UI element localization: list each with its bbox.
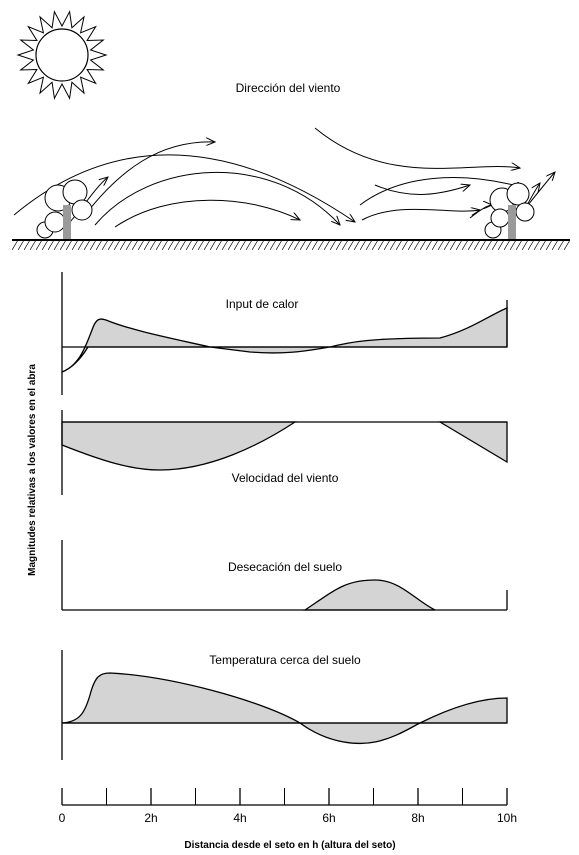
wind-direction-title: Dirección del viento (236, 81, 341, 95)
x-tick-label: 4h (233, 811, 246, 825)
panel-heat: Input de calor (61, 272, 508, 395)
hedge-left (36, 179, 93, 240)
sun (16, 10, 108, 100)
hedge-right (484, 182, 535, 240)
x-tick-label: 8h (411, 811, 424, 825)
x-tick-label: 2h (144, 811, 157, 825)
panel-label: Input de calor (226, 297, 299, 311)
panel-label: Desecación del suelo (228, 560, 342, 574)
x-tick-label: 6h (322, 811, 335, 825)
x-axis-label: Distancia desde el seto en h (altura del… (184, 840, 395, 851)
wind-arrows (13, 127, 555, 228)
panel-label: Temperatura cerca del suelo (209, 653, 361, 667)
panel-soil-temperature: Temperatura cerca del suelo (61, 650, 508, 760)
x-tick-label: 10h (497, 811, 517, 825)
x-tick-label: 0 (59, 811, 66, 825)
panel-label: Velocidad del viento (232, 471, 339, 485)
panel-soil-drying: Desecación del suelo (61, 540, 508, 611)
x-ticks: 0 2h 4h 6h 8h 10h (59, 788, 517, 825)
panel-wind-speed: Velocidad del viento (61, 410, 508, 495)
ground-hatch (12, 240, 570, 250)
y-axis-label: Magnitudes relativas a los valores en el… (27, 364, 38, 576)
